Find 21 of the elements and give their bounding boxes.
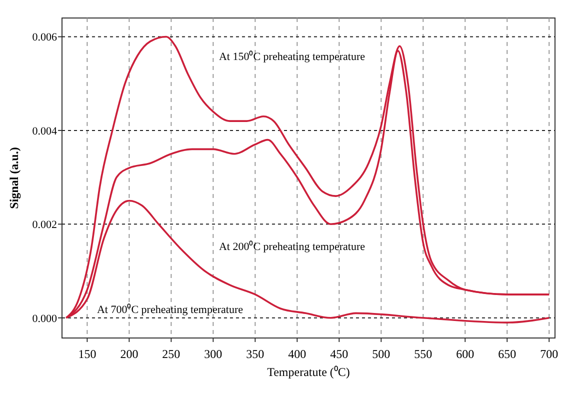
- x-tick-label: 400: [288, 347, 306, 361]
- x-tick-label: 500: [372, 347, 390, 361]
- y-axis-title: Signal (a.u.): [7, 147, 21, 209]
- x-axis-title: Temperatute (⁰C): [267, 365, 350, 379]
- annotation: At 150⁰C preheating temperature: [218, 50, 366, 63]
- annotation: At 700⁰C preheating temperature: [96, 303, 244, 316]
- x-tick-label: 350: [246, 347, 264, 361]
- x-tick-label: 250: [162, 347, 180, 361]
- x-tick-label: 450: [330, 347, 348, 361]
- annotation: At 200⁰C preheating temperature: [218, 240, 366, 253]
- y-tick-label: 0.002: [32, 219, 57, 232]
- x-tick-label: 650: [498, 347, 516, 361]
- x-tick-label: 150: [78, 347, 96, 361]
- x-tick-label: 200: [120, 347, 138, 361]
- x-tick-label: 300: [204, 347, 222, 361]
- x-tick-label: 600: [456, 347, 474, 361]
- y-tick-label: 0.004: [32, 125, 58, 138]
- x-tick-label: 700: [540, 347, 558, 361]
- x-tick-label: 550: [414, 347, 432, 361]
- y-tick-label: 0.000: [32, 312, 58, 325]
- y-tick-label: 0.006: [32, 32, 58, 44]
